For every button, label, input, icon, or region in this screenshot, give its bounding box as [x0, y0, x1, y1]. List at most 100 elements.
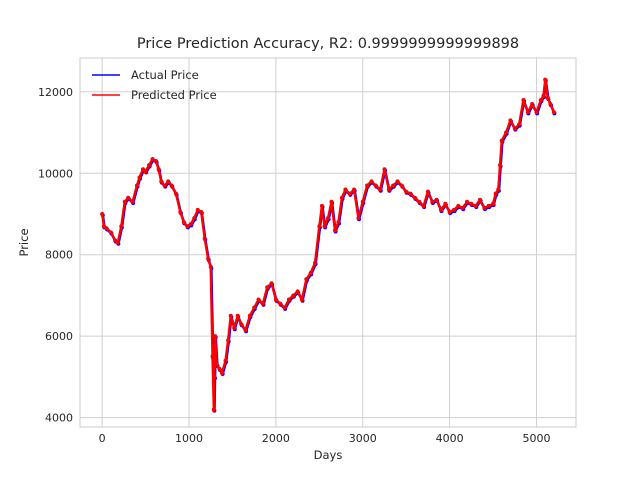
point-predicted-price: [256, 297, 261, 302]
point-predicted-price: [382, 167, 387, 172]
point-predicted-price: [192, 216, 197, 221]
y-tick-label: 6000: [45, 330, 73, 343]
x-axis-label: Days: [314, 448, 343, 462]
point-predicted-price: [493, 191, 498, 196]
series-line-actual-price: [101, 79, 556, 413]
point-predicted-price: [421, 203, 426, 208]
point-predicted-price: [508, 118, 513, 123]
series-line-predicted-price: [101, 78, 555, 411]
point-predicted-price: [543, 77, 548, 82]
point-predicted-price: [217, 366, 222, 371]
point-predicted-price: [232, 326, 237, 331]
point-predicted-price: [226, 338, 231, 343]
point-predicted-price: [339, 195, 344, 200]
point-predicted-price: [291, 293, 296, 298]
point-predicted-price: [195, 207, 200, 212]
x-tick-label: 2000: [262, 432, 290, 445]
point-predicted-price: [181, 220, 186, 225]
point-predicted-price: [512, 126, 517, 131]
point-predicted-price: [464, 199, 469, 204]
point-predicted-price: [438, 207, 443, 212]
point-predicted-price: [210, 354, 215, 359]
point-predicted-price: [434, 197, 439, 202]
point-predicted-price: [223, 358, 228, 363]
point-predicted-price: [273, 297, 278, 302]
point-predicted-price: [252, 305, 257, 310]
point-predicted-price: [137, 175, 142, 180]
x-tick-label: 5000: [522, 432, 550, 445]
point-predicted-price: [269, 281, 274, 286]
point-predicted-price: [391, 183, 396, 188]
y-tick-label: 10000: [38, 167, 73, 180]
point-predicted-price: [220, 370, 225, 375]
point-predicted-price: [425, 189, 430, 194]
point-predicted-price: [548, 102, 553, 107]
point-predicted-price: [412, 195, 417, 200]
point-predicted-price: [486, 203, 491, 208]
point-predicted-price: [551, 110, 556, 115]
point-predicted-price: [404, 189, 409, 194]
point-predicted-price: [104, 226, 109, 231]
point-predicted-price: [150, 157, 155, 162]
point-predicted-price: [369, 179, 374, 184]
point-predicted-price: [295, 289, 300, 294]
point-predicted-price: [332, 228, 337, 233]
point-predicted-price: [156, 167, 161, 172]
point-predicted-price: [534, 110, 539, 115]
point-predicted-price: [299, 297, 304, 302]
point-predicted-price: [319, 203, 324, 208]
y-tick-label: 4000: [45, 412, 73, 425]
point-predicted-price: [443, 201, 448, 206]
point-predicted-price: [243, 328, 248, 333]
point-predicted-price: [228, 313, 233, 318]
point-predicted-price: [178, 209, 183, 214]
point-predicted-price: [278, 301, 283, 306]
point-predicted-price: [206, 256, 211, 261]
point-predicted-price: [336, 220, 341, 225]
point-predicted-price: [395, 179, 400, 184]
x-tick-label: 4000: [436, 432, 464, 445]
point-predicted-price: [408, 191, 413, 196]
point-predicted-price: [154, 159, 159, 164]
point-predicted-price: [126, 195, 131, 200]
legend-label-actual-price: Actual Price: [131, 68, 199, 82]
plot-frame: [79, 57, 577, 428]
point-predicted-price: [282, 305, 287, 310]
point-predicted-price: [115, 240, 120, 245]
point-predicted-price: [451, 207, 456, 212]
point-predicted-price: [308, 271, 313, 276]
point-predicted-price: [169, 183, 174, 188]
x-tick-label: 0: [99, 432, 106, 445]
point-predicted-price: [504, 130, 509, 135]
point-predicted-price: [517, 122, 522, 127]
point-predicted-price: [265, 285, 270, 290]
point-predicted-price: [239, 321, 244, 326]
point-predicted-price: [373, 183, 378, 188]
point-predicted-price: [491, 201, 496, 206]
point-predicted-price: [202, 236, 207, 241]
point-predicted-price: [208, 264, 213, 269]
point-predicted-price: [188, 222, 193, 227]
point-predicted-price: [347, 191, 352, 196]
point-predicted-price: [212, 374, 217, 379]
point-predicted-price: [530, 102, 535, 107]
point-predicted-price: [185, 224, 190, 229]
point-predicted-price: [134, 183, 139, 188]
y-tick-label: 12000: [38, 86, 73, 99]
point-predicted-price: [147, 163, 152, 168]
point-predicted-price: [521, 97, 526, 102]
point-predicted-price: [545, 95, 550, 100]
x-tick-label: 1000: [175, 432, 203, 445]
point-predicted-price: [122, 199, 127, 204]
point-predicted-price: [469, 201, 474, 206]
point-predicted-price: [460, 205, 465, 210]
point-predicted-price: [386, 187, 391, 192]
point-predicted-price: [312, 260, 317, 265]
point-predicted-price: [417, 199, 422, 204]
point-predicted-price: [496, 187, 501, 192]
point-predicted-price: [166, 179, 171, 184]
point-predicted-price: [499, 138, 504, 143]
point-predicted-price: [108, 230, 113, 235]
point-predicted-price: [473, 203, 478, 208]
